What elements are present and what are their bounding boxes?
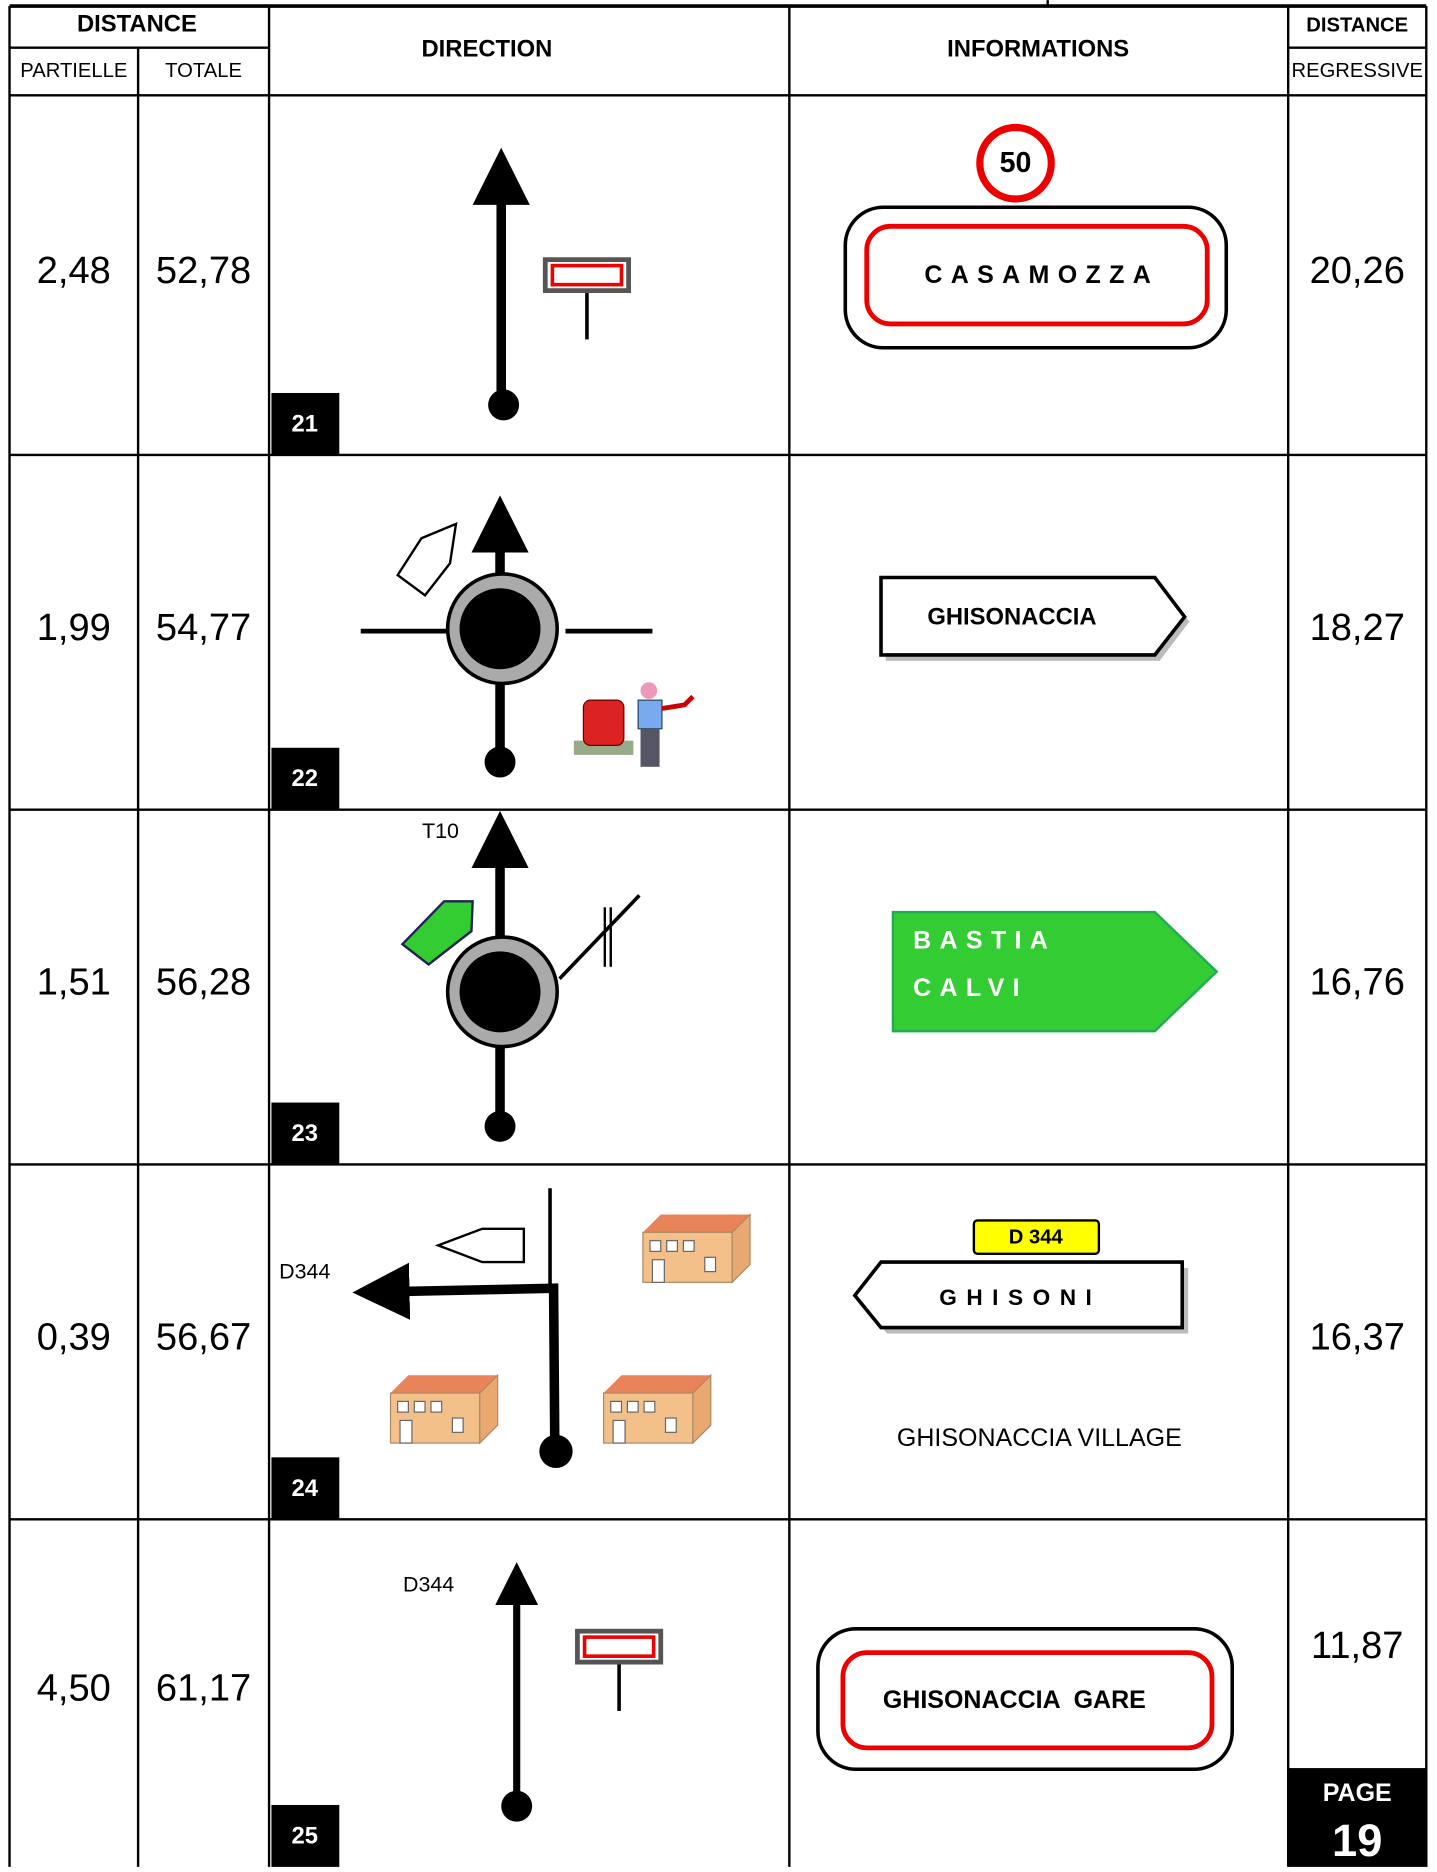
building-icon (389, 1374, 499, 1444)
direction-diagram: T10 (400, 810, 641, 1142)
sign-text: GHISONI (939, 1285, 1101, 1310)
page-label: PAGE (1323, 1779, 1392, 1807)
direction-marker (434, 1227, 526, 1264)
route-number: D 344 (1009, 1227, 1064, 1249)
roof (642, 1214, 751, 1233)
speed-limit: 50 (1000, 147, 1032, 179)
total-distance: 56,28 (156, 962, 251, 1004)
town-sign (550, 263, 624, 287)
start-dot (539, 1434, 573, 1469)
step-box (271, 1102, 340, 1165)
step-box (271, 1804, 340, 1867)
town-sign (582, 1635, 656, 1658)
window (649, 1240, 662, 1252)
road-label: D344 (403, 1573, 454, 1597)
info-sign: BASTIA CALVI (891, 910, 1219, 1033)
step-number: 24 (292, 1475, 319, 1502)
total-distance: 54,77 (156, 607, 251, 649)
table-grid (8, 0, 1428, 1867)
window (682, 1240, 695, 1252)
road (352, 1262, 560, 1447)
page-number: 19 (1332, 1815, 1382, 1866)
direction-marker (396, 522, 458, 598)
direction-diagram (472, 147, 631, 421)
town-name: CASAMOZZA (924, 261, 1159, 289)
header: REGRESSIVE (1291, 60, 1422, 82)
road-label: T10 (422, 819, 459, 843)
step-number: 23 (292, 1120, 318, 1147)
partial-distance: 1,99 (37, 607, 111, 649)
start-dot (484, 746, 516, 778)
step-number: 21 (292, 410, 318, 437)
step-box (271, 392, 340, 455)
speed-sign (976, 123, 1055, 203)
building-icon (603, 1374, 712, 1444)
partial-distance: 0,39 (37, 1317, 111, 1359)
partial-distance: 1,51 (37, 962, 111, 1004)
attendant (640, 682, 658, 699)
start-dot (501, 1790, 533, 1822)
direction-diagram: D344 (403, 1562, 664, 1822)
start-dot (488, 389, 520, 421)
attendant (640, 728, 660, 767)
total-distance: 52,78 (156, 250, 251, 292)
regressive-distance: 18,27 (1310, 607, 1405, 649)
info-sign: GHISONACCIA GARE (816, 1626, 1235, 1772)
regressive-distance: 16,37 (1310, 1317, 1405, 1359)
road (558, 894, 641, 980)
roundabout-island (459, 588, 541, 670)
info-sign: D 344 GHISONI GHISONACCIA VILLAGE (852, 1219, 1189, 1452)
sign-text: CALVI (913, 974, 1028, 1002)
route-plate (972, 1219, 1101, 1255)
header: DISTANCE (1306, 15, 1408, 37)
place-name: GHISONACCIA VILLAGE (897, 1424, 1182, 1452)
total-distance: 56,67 (156, 1317, 251, 1359)
direction-diagram: D344 (279, 1188, 751, 1469)
header: DIRECTION (421, 35, 552, 62)
window (666, 1240, 679, 1252)
partial-distance: 4,50 (37, 1668, 111, 1710)
step-box (271, 747, 340, 810)
direction-sign (891, 910, 1219, 1033)
sign-text: BASTIA (913, 926, 1056, 954)
nozzle (661, 694, 695, 711)
partial-distance: 2,48 (37, 250, 111, 292)
page-box (1288, 1768, 1427, 1867)
header: INFORMATIONS (947, 35, 1129, 62)
direction-sign (852, 1260, 1185, 1330)
road-label: D344 (279, 1259, 330, 1283)
step-number: 22 (292, 765, 318, 792)
regressive-distance: 16,76 (1310, 962, 1405, 1004)
fuel-station-icon (573, 682, 695, 767)
window (704, 1256, 717, 1273)
regressive-distance: 20,26 (1310, 250, 1405, 292)
town-sign (840, 1650, 1215, 1751)
sign-text: GHISONACCIA (927, 603, 1096, 630)
regressive-distance: 11,87 (1311, 1625, 1403, 1667)
start-dot (484, 1110, 516, 1142)
facade (731, 1213, 751, 1284)
door (651, 1259, 665, 1283)
header: DISTANCE (77, 10, 197, 37)
direction-marker (400, 900, 474, 966)
town-name: GHISONACCIA GARE (883, 1686, 1146, 1714)
step-box (271, 1457, 340, 1520)
total-distance: 61,17 (156, 1668, 251, 1710)
fuel-pump (582, 699, 625, 746)
town-sign (864, 223, 1210, 327)
direction-sign (879, 575, 1187, 657)
header: PARTIELLE (20, 60, 127, 82)
roundabout-island (459, 951, 541, 1033)
info-sign: GHISONACCIA (879, 575, 1190, 661)
building-icon (642, 1213, 751, 1284)
header: TOTALE (165, 60, 242, 82)
info-sign: 50 CASAMOZZA (843, 123, 1229, 350)
attendant (637, 699, 663, 730)
direction-diagram (360, 495, 695, 778)
step-number: 25 (292, 1822, 318, 1849)
